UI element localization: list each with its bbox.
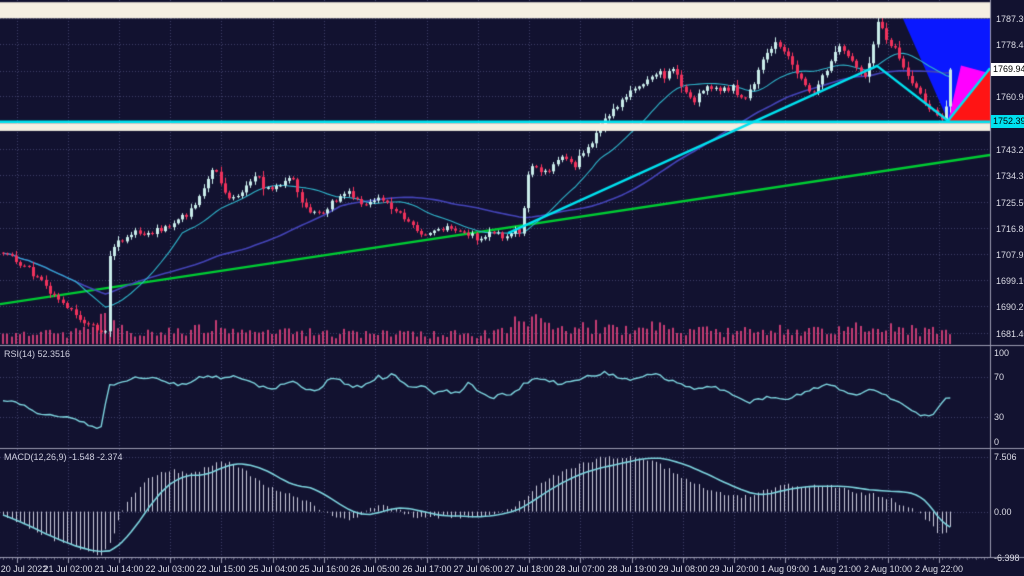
price-axis-label: 1716.80 xyxy=(996,224,1024,234)
price-axis-label: 1707.95 xyxy=(996,250,1024,260)
price-axis-label: 1787.30 xyxy=(996,14,1024,24)
time-axis-label: 21 Jul 14:00 xyxy=(94,564,144,574)
rsi-scale-label: 0 xyxy=(994,437,1000,447)
time-axis-label: 29 Jul 20:00 xyxy=(709,564,759,574)
rsi-indicator-label: RSI(14) 52.3516 xyxy=(4,349,71,359)
price-axis-label: 1681.40 xyxy=(996,329,1024,339)
time-axis-label: 25 Jul 04:00 xyxy=(248,564,298,574)
price-axis-label: 1760.90 xyxy=(996,92,1024,102)
time-axis-label: 22 Jul 03:00 xyxy=(145,564,195,574)
time-axis-label: 1 Aug 09:00 xyxy=(760,564,810,574)
time-axis-label: 20 Jul 2022 xyxy=(0,564,48,574)
time-axis-label: 2 Aug 22:00 xyxy=(914,564,964,574)
time-axis-label: 26 Jul 05:00 xyxy=(350,564,400,574)
rsi-scale-label: 30 xyxy=(994,412,1005,422)
rsi-scale-label: 70 xyxy=(994,372,1005,382)
macd-scale-label: -6.398 xyxy=(994,553,1020,563)
price-axis-label: 1743.20 xyxy=(996,145,1024,155)
macd-scale-label: 0.00 xyxy=(994,507,1012,517)
time-axis-label: 29 Jul 08:00 xyxy=(658,564,708,574)
time-axis-label: 21 Jul 02:00 xyxy=(43,564,93,574)
price-axis-label: 1690.25 xyxy=(996,302,1024,312)
horizontal-line-price-label: 1752.39 xyxy=(991,115,1024,128)
price-axis-label: 1778.45 xyxy=(996,40,1024,50)
time-axis-label: 2 Aug 10:00 xyxy=(863,564,913,574)
price-axis-label: 1699.10 xyxy=(996,276,1024,286)
current-price-label: 1769.94 xyxy=(991,63,1024,76)
price-axis-label: 1734.35 xyxy=(996,171,1024,181)
time-axis-label: 28 Jul 07:00 xyxy=(555,564,605,574)
price-axis-label: 1725.50 xyxy=(996,198,1024,208)
time-axis-label: 28 Jul 19:00 xyxy=(607,564,657,574)
time-axis-label: 26 Jul 17:00 xyxy=(402,564,452,574)
time-axis-label: 22 Jul 15:00 xyxy=(196,564,246,574)
macd-indicator-label: MACD(12,26,9) -1.548 -2.374 xyxy=(4,452,123,462)
rsi-scale-label: 100 xyxy=(994,348,1010,358)
time-axis-label: 1 Aug 21:00 xyxy=(812,564,862,574)
time-axis-label: 27 Jul 06:00 xyxy=(453,564,503,574)
time-axis-label: 25 Jul 16:00 xyxy=(299,564,349,574)
macd-scale-label: 7.506 xyxy=(994,452,1017,462)
time-axis-label: 27 Jul 18:00 xyxy=(504,564,554,574)
